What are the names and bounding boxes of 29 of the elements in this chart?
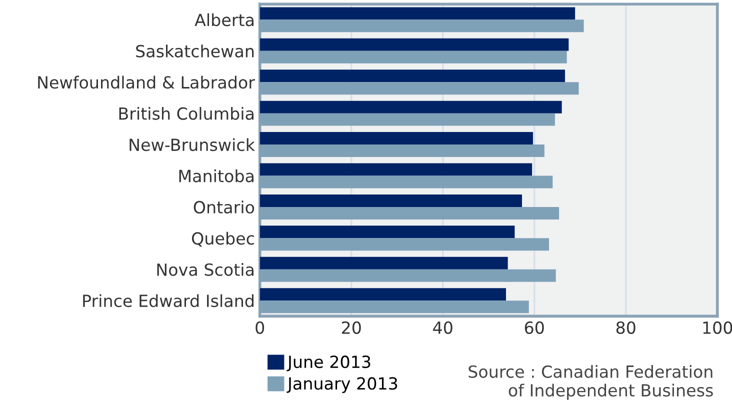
y-tick-label: Nova Scotia bbox=[157, 263, 254, 276]
bar bbox=[260, 288, 506, 301]
legend-label: June 2013 bbox=[286, 356, 370, 372]
bar bbox=[260, 70, 566, 82]
bar bbox=[260, 163, 532, 176]
y-tick-label: Newfoundland & Labrador bbox=[38, 76, 255, 89]
x-tick-label: 80 bbox=[616, 321, 636, 334]
legend-label: January 2013 bbox=[286, 377, 398, 393]
source-note: Source : Canadian Federation of Independent Business bbox=[468, 365, 713, 400]
y-tick-label: British Columbia bbox=[119, 106, 254, 120]
x-tick-label: 100 bbox=[703, 321, 732, 334]
x-tick-label: 40 bbox=[433, 321, 452, 334]
y-tick-label: Alberta bbox=[194, 13, 254, 26]
bar bbox=[260, 132, 533, 145]
y-tick-label: Saskatchewan bbox=[136, 44, 254, 58]
x-tick-label: 20 bbox=[342, 321, 361, 334]
bar bbox=[260, 38, 569, 51]
bar bbox=[260, 256, 508, 270]
bar bbox=[260, 100, 562, 114]
bar bbox=[260, 226, 515, 238]
x-tick-label: 60 bbox=[524, 321, 544, 334]
bar bbox=[260, 7, 576, 20]
y-tick-label: Quebec bbox=[192, 232, 254, 247]
bar bbox=[260, 194, 522, 207]
y-tick-label: Prince Edward Island bbox=[83, 294, 254, 308]
y-tick-label: Manitoba bbox=[179, 169, 254, 182]
x-tick-label: 0 bbox=[256, 321, 264, 334]
y-tick-label: New-Brunswick bbox=[130, 138, 255, 152]
y-tick-label: Ontario bbox=[194, 200, 254, 214]
